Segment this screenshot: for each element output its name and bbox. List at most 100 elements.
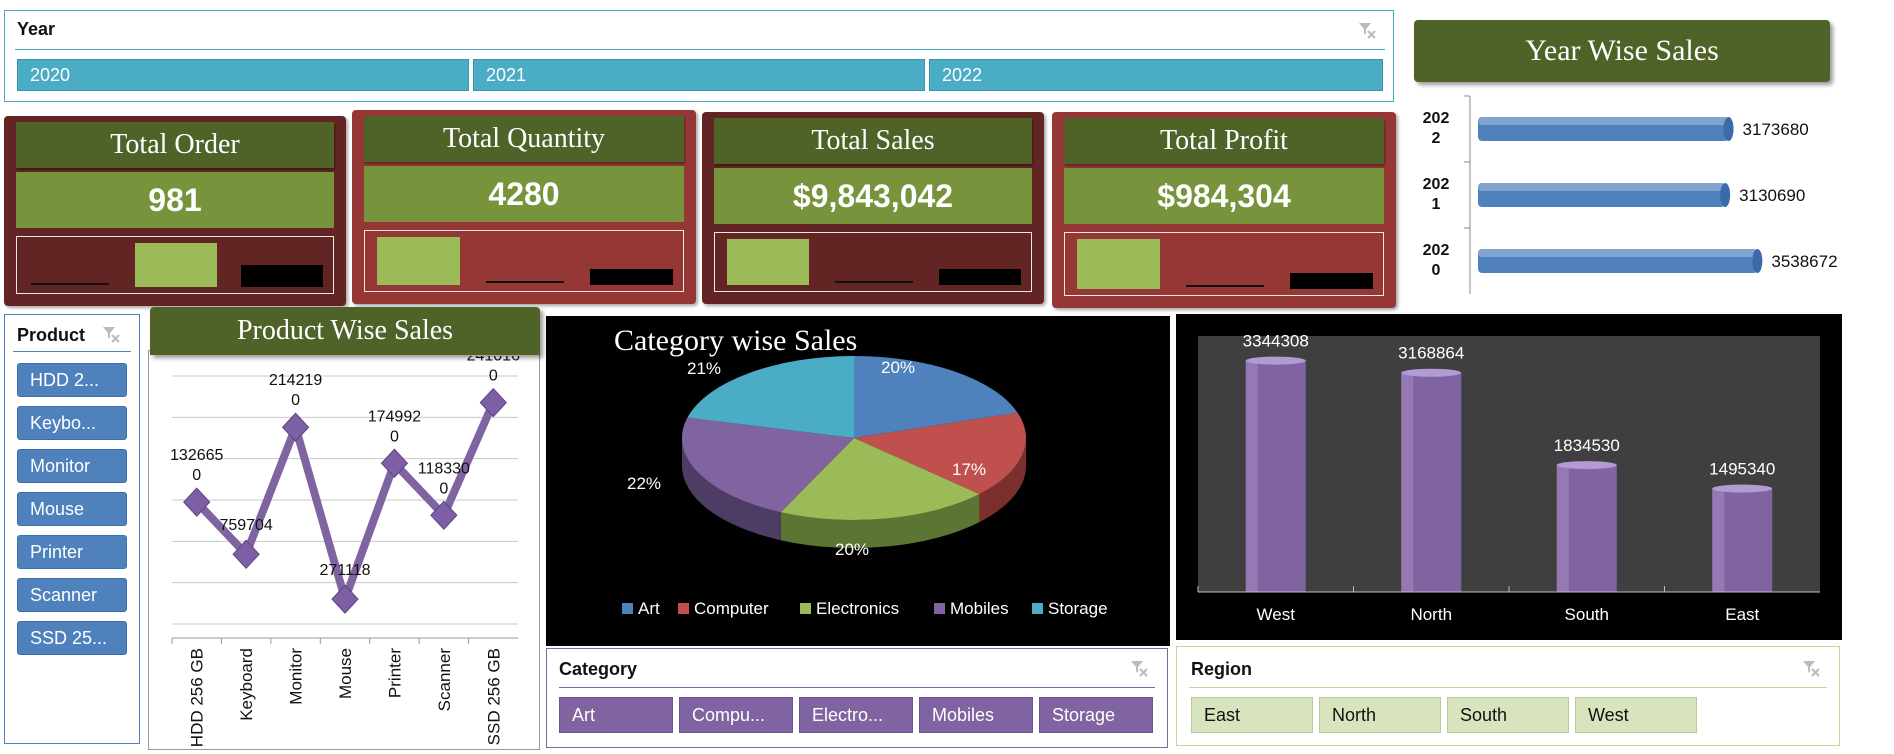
kpi-mini-bar bbox=[377, 237, 460, 285]
region-slicer-title: Region bbox=[1191, 659, 1252, 679]
pie-label: 21% bbox=[687, 359, 721, 378]
kpi-value: 4280 bbox=[364, 166, 684, 222]
year-data-label: 3130690 bbox=[1739, 186, 1805, 205]
pie-slice bbox=[780, 438, 980, 520]
x-tick-label: SSD 256 GB bbox=[484, 648, 503, 745]
product-slicer: Product HDD 2... Keybo... Monitor Mouse … bbox=[4, 314, 140, 744]
product-item-ssd[interactable]: SSD 25... bbox=[17, 621, 127, 655]
region-bar bbox=[1712, 484, 1773, 592]
product-data-label: 214219 0 bbox=[269, 372, 322, 409]
legend-label: Computer bbox=[694, 599, 769, 618]
category-wise-sales-title: Category wise Sales bbox=[614, 324, 858, 357]
year-data-label: 3538672 bbox=[1771, 252, 1837, 271]
year-item-2020[interactable]: 2020 bbox=[17, 59, 469, 91]
clear-filter-icon[interactable] bbox=[1129, 659, 1149, 677]
pie-slice bbox=[854, 356, 1018, 438]
product-data-label: 174992 0 bbox=[368, 408, 421, 445]
product-point bbox=[232, 539, 260, 569]
clear-filter-icon[interactable] bbox=[1801, 659, 1821, 677]
year-category-label: 202 0 bbox=[1423, 242, 1450, 279]
clear-filter-icon[interactable] bbox=[101, 325, 121, 343]
category-item-computer[interactable]: Compu... bbox=[679, 697, 793, 733]
kpi-card: Total Order 981 bbox=[4, 116, 346, 306]
product-item-mouse[interactable]: Mouse bbox=[17, 492, 127, 526]
legend-label: Art bbox=[638, 599, 660, 618]
x-tick-label: Printer bbox=[385, 648, 404, 698]
region-item-north[interactable]: North bbox=[1319, 697, 1441, 733]
kpi-mini-bar bbox=[1077, 239, 1160, 289]
category-item-storage[interactable]: Storage bbox=[1039, 697, 1153, 733]
product-item-printer[interactable]: Printer bbox=[17, 535, 127, 569]
product-item-hdd[interactable]: HDD 2... bbox=[17, 363, 127, 397]
product-item-keyboard[interactable]: Keybo... bbox=[17, 406, 127, 440]
kpi-mini-bar bbox=[727, 239, 809, 285]
pie-label: 20% bbox=[835, 540, 869, 559]
x-tick-label: Keyboard bbox=[237, 648, 256, 721]
region-item-east[interactable]: East bbox=[1191, 697, 1313, 733]
region-tick-label: North bbox=[1410, 605, 1452, 624]
year-data-label: 3173680 bbox=[1743, 120, 1809, 139]
kpi-mini-chart bbox=[16, 236, 334, 294]
product-data-label: 271118 bbox=[319, 562, 370, 579]
product-data-label: 241016 0 bbox=[467, 356, 520, 385]
product-slicer-title: Product bbox=[17, 325, 86, 345]
category-item-mobiles[interactable]: Mobiles bbox=[919, 697, 1033, 733]
clear-filter-icon[interactable] bbox=[1357, 21, 1377, 39]
pie-slice-side bbox=[979, 438, 1026, 523]
category-item-art[interactable]: Art bbox=[559, 697, 673, 733]
kpi-value: $984,304 bbox=[1064, 168, 1384, 224]
category-pie-chart: 20% 17% 20% 22% 21% Art Computer Electronics Mob… bbox=[622, 356, 1108, 618]
kpi-mini-chart bbox=[714, 232, 1032, 292]
legend-item: Storage bbox=[1032, 599, 1108, 618]
region-sales-panel: 3344308 West 3168864 North 1834530 South 14953… bbox=[1176, 314, 1842, 640]
kpi-mini-bar bbox=[939, 269, 1021, 285]
region-slicer-divider bbox=[1189, 687, 1827, 688]
pie-label: 17% bbox=[952, 460, 986, 479]
product-point bbox=[380, 448, 409, 479]
product-item-monitor[interactable]: Monitor bbox=[17, 449, 127, 483]
product-point bbox=[430, 500, 458, 531]
kpi-value: $9,843,042 bbox=[714, 168, 1032, 224]
pie-slice-side bbox=[780, 494, 980, 548]
kpi-title: Total Quantity bbox=[364, 116, 684, 162]
pie-slice bbox=[682, 417, 854, 513]
region-tick-label: South bbox=[1565, 605, 1609, 624]
product-wise-sales-panel bbox=[148, 350, 540, 750]
pie-slice bbox=[854, 412, 1026, 495]
kpi-mini-bar bbox=[241, 265, 323, 287]
year-bar bbox=[1478, 249, 1763, 273]
kpi-mini-baseline bbox=[31, 283, 109, 285]
x-tick-label: Scanner bbox=[435, 648, 454, 712]
year-slicer-divider bbox=[15, 49, 1385, 50]
year-item-2022[interactable]: 2022 bbox=[929, 59, 1383, 91]
product-slicer-divider bbox=[13, 351, 131, 352]
legend-item: Art bbox=[622, 599, 660, 618]
year-item-2021[interactable]: 2021 bbox=[473, 59, 925, 91]
legend-label: Storage bbox=[1048, 599, 1108, 618]
kpi-card: Total Profit $984,304 bbox=[1052, 112, 1396, 308]
product-data-label: 118330 0 bbox=[418, 460, 470, 497]
product-point bbox=[183, 487, 211, 517]
product-wise-sales-title: Product Wise Sales bbox=[150, 307, 540, 355]
year-category-label: 202 2 bbox=[1423, 110, 1450, 147]
region-slicer: Region East North South West bbox=[1176, 646, 1840, 746]
kpi-title: Total Sales bbox=[714, 118, 1032, 164]
year-slicer-title: Year bbox=[17, 19, 56, 39]
pie-slice bbox=[687, 356, 854, 438]
region-bar-chart: 3344308 West 3168864 North 1834530 South 14953… bbox=[1197, 332, 1820, 624]
kpi-mini-chart bbox=[1064, 232, 1384, 296]
region-item-south[interactable]: South bbox=[1447, 697, 1569, 733]
region-tick-label: East bbox=[1725, 605, 1759, 624]
legend-item: Computer bbox=[678, 599, 769, 618]
product-point bbox=[331, 584, 359, 614]
product-item-scanner[interactable]: Scanner bbox=[17, 578, 127, 612]
x-tick-label: Mouse bbox=[336, 648, 355, 699]
region-bar bbox=[1556, 461, 1617, 592]
x-tick-label: Monitor bbox=[287, 648, 306, 705]
region-item-west[interactable]: West bbox=[1575, 697, 1697, 733]
year-slicer: Year 2020 2021 2022 bbox=[4, 10, 1394, 102]
category-item-electronics[interactable]: Electro... bbox=[799, 697, 913, 733]
year-wise-sales-title: Year Wise Sales bbox=[1414, 20, 1830, 82]
region-data-label: 3168864 bbox=[1398, 344, 1464, 363]
kpi-mini-bar bbox=[1290, 273, 1373, 289]
